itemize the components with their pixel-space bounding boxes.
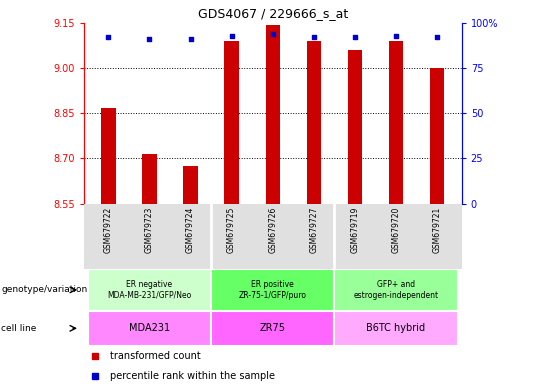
Text: GFP+ and
estrogen-independent: GFP+ and estrogen-independent [353, 280, 438, 300]
Text: ER positive
ZR-75-1/GFP/puro: ER positive ZR-75-1/GFP/puro [239, 280, 307, 300]
Point [227, 33, 236, 39]
Bar [101, 108, 116, 204]
Bar [225, 41, 239, 204]
Text: ZR75: ZR75 [260, 323, 286, 333]
Point [392, 33, 400, 39]
Text: percentile rank within the sample: percentile rank within the sample [110, 371, 275, 381]
Text: GSM679724: GSM679724 [186, 207, 195, 253]
Bar [211, 269, 334, 311]
Bar [184, 166, 198, 204]
Bar [88, 269, 211, 311]
Text: transformed count: transformed count [110, 351, 201, 361]
Text: GSM679719: GSM679719 [350, 207, 360, 253]
Point [145, 36, 154, 42]
Point [104, 35, 113, 41]
Text: cell line: cell line [1, 324, 37, 333]
Bar [348, 50, 362, 204]
Title: GDS4067 / 229666_s_at: GDS4067 / 229666_s_at [198, 7, 348, 20]
Text: B6TC hybrid: B6TC hybrid [367, 323, 426, 333]
Text: GSM679727: GSM679727 [309, 207, 318, 253]
Point [350, 35, 359, 41]
Point [309, 35, 318, 41]
Text: GSM679720: GSM679720 [392, 207, 401, 253]
Bar [334, 269, 457, 311]
Bar [307, 41, 321, 204]
Bar [211, 311, 334, 346]
Text: genotype/variation: genotype/variation [1, 285, 87, 295]
Bar [430, 68, 444, 204]
Point [186, 36, 195, 42]
Point [433, 35, 441, 41]
Text: GSM679725: GSM679725 [227, 207, 236, 253]
Text: GSM679726: GSM679726 [268, 207, 277, 253]
Text: GSM679721: GSM679721 [433, 207, 442, 253]
Bar [88, 311, 211, 346]
Text: ER negative
MDA-MB-231/GFP/Neo: ER negative MDA-MB-231/GFP/Neo [107, 280, 192, 300]
Text: GSM679723: GSM679723 [145, 207, 154, 253]
Bar [334, 311, 457, 346]
Point [268, 31, 277, 37]
Bar [142, 154, 157, 204]
Bar [266, 25, 280, 204]
Text: GSM679722: GSM679722 [104, 207, 113, 253]
Bar [389, 41, 403, 204]
Text: MDA231: MDA231 [129, 323, 170, 333]
